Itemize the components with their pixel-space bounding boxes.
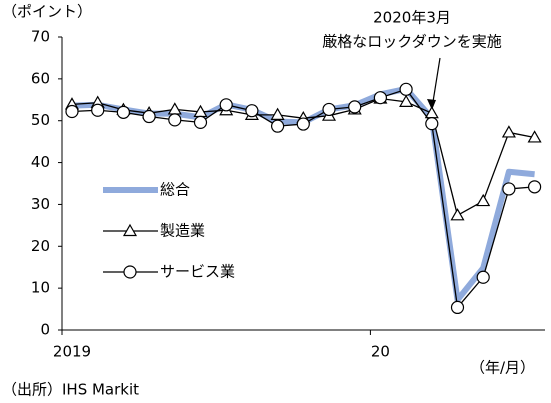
point-marker: [399, 82, 413, 96]
annotation: 2020年3月: [373, 9, 451, 27]
annotation-arrow: [431, 57, 441, 109]
point-marker: [348, 100, 362, 114]
legend-label: 総合: [160, 181, 190, 199]
point-marker: [373, 91, 387, 105]
y-tick-label: 20: [31, 237, 50, 255]
x-tick-label: 2019: [53, 343, 91, 361]
annotation-arrowhead: [427, 99, 436, 110]
point-marker: [450, 300, 465, 314]
y-tick-label: 50: [31, 111, 50, 129]
legend-label: 製造業: [160, 222, 205, 240]
point-marker: [501, 125, 516, 138]
point-marker: [425, 117, 439, 131]
x-axis-label: （年/月）: [470, 359, 535, 377]
point-marker: [527, 130, 542, 143]
point-marker: [399, 94, 414, 107]
point-marker: [271, 119, 285, 133]
point-marker: [322, 102, 336, 117]
point-marker: [168, 113, 182, 127]
point-marker: [245, 104, 259, 118]
point-marker: [450, 208, 465, 221]
y-tick-label: 70: [31, 28, 50, 46]
annotation: 厳格なロックダウンを実施: [322, 33, 501, 51]
y-tick-label: 0: [40, 321, 50, 339]
x-tick-label: 20: [371, 343, 390, 361]
y-axis-label: （ポイント）: [2, 3, 92, 21]
point-marker: [123, 265, 137, 279]
point-marker: [65, 104, 79, 119]
point-marker: [116, 105, 131, 119]
point-marker: [527, 180, 542, 194]
source: （出所）IHS Markit: [2, 381, 139, 399]
point-marker: [122, 223, 138, 237]
point-marker: [193, 115, 208, 129]
y-tick-label: 60: [31, 69, 50, 87]
y-tick-label: 30: [31, 195, 50, 213]
point-marker: [167, 102, 182, 115]
point-marker: [502, 182, 516, 196]
point-marker: [91, 103, 105, 117]
point-marker: [476, 193, 491, 207]
point-marker: [142, 109, 156, 124]
y-tick-label: 40: [31, 153, 50, 171]
point-marker: [476, 270, 490, 284]
point-marker: [270, 107, 285, 120]
y-tick-label: 10: [31, 279, 50, 297]
legend-label: サービス業: [160, 263, 235, 281]
point-marker: [219, 98, 233, 112]
point-marker: [296, 117, 310, 131]
